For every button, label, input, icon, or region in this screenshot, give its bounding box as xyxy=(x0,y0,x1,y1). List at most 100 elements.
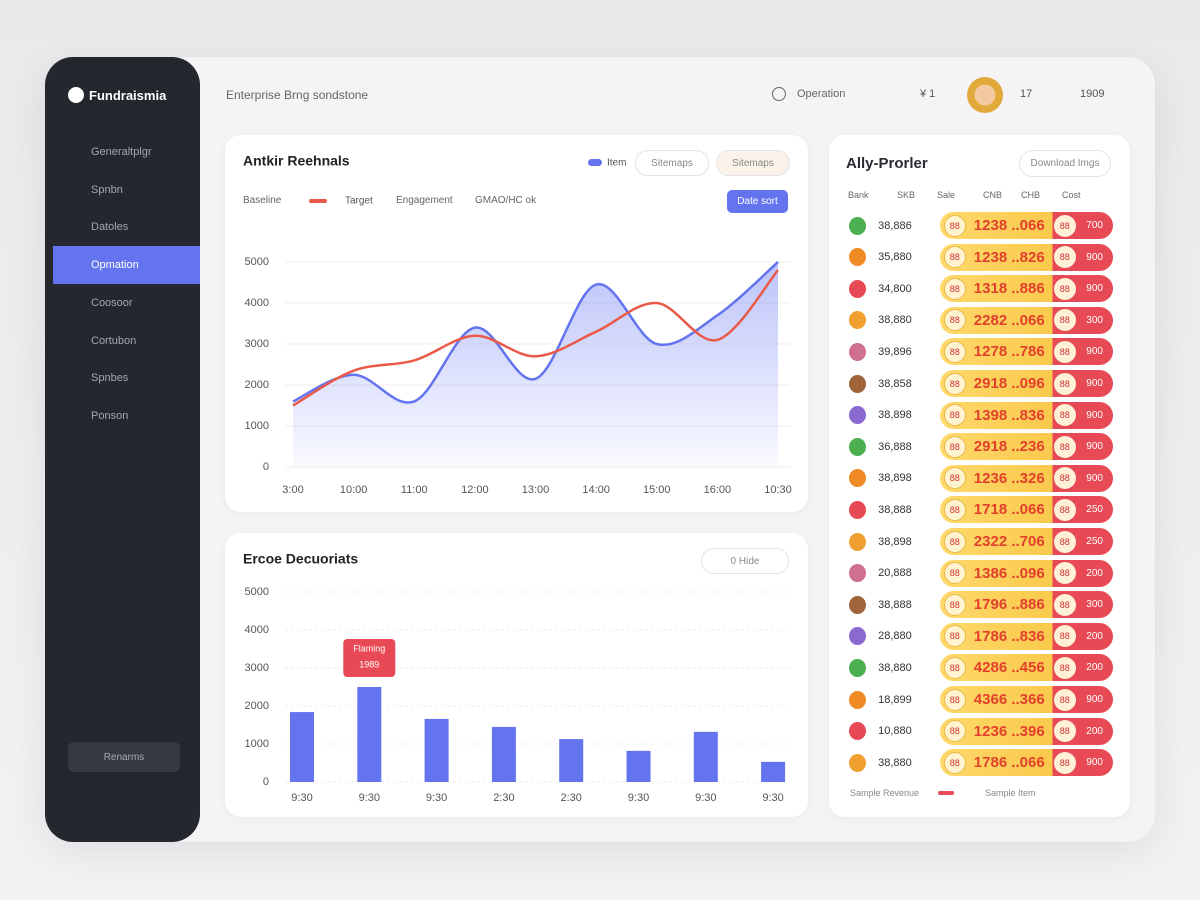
cell: 300 xyxy=(1086,599,1103,611)
pill: 88 1236 ..396 88 200 xyxy=(939,717,1113,745)
stat: 17 xyxy=(1020,88,1033,100)
column-header: CHB xyxy=(1021,190,1041,200)
pill: 88 1236 ..326 88 900 xyxy=(939,464,1113,492)
cell: 38,886 xyxy=(878,219,912,232)
badge: 88 xyxy=(1053,593,1076,616)
cell: 1398 ..836 xyxy=(973,406,1045,424)
cell: 900 xyxy=(1086,378,1103,389)
badge: 88 xyxy=(1053,498,1076,521)
nav-item[interactable]: Ponson xyxy=(91,409,129,422)
nav-item[interactable]: Spnbes xyxy=(91,372,129,385)
row-icon xyxy=(849,500,867,519)
column-header: SKB xyxy=(897,190,916,200)
pill: 88 2918 ..096 88 900 xyxy=(939,370,1113,397)
pill: 88 1238 ..066 88 700 xyxy=(939,212,1113,239)
x-tick-label: 14:00 xyxy=(582,484,610,496)
chart-title: Antkir Reehnals xyxy=(243,153,350,169)
cell: 2282 ..066 xyxy=(973,311,1045,329)
button[interactable]: Date sort xyxy=(727,190,788,213)
cell: 300 xyxy=(1086,314,1103,326)
table-row: 38,886 88 1238 ..066 88 700 xyxy=(845,212,1113,239)
filter: Baseline xyxy=(243,195,282,206)
cell: 38,880 xyxy=(878,314,912,327)
cell: 10,880 xyxy=(878,725,912,738)
row-icon xyxy=(849,311,867,330)
cell: 900 xyxy=(1086,283,1103,295)
badge: 88 xyxy=(943,214,966,237)
filter: GMAO/HC ok xyxy=(475,195,537,206)
badge: 88 xyxy=(1053,688,1076,711)
row-icon xyxy=(849,216,867,235)
y-tick-label: 1000 xyxy=(245,738,269,750)
avatar[interactable] xyxy=(967,77,1003,113)
cell: 900 xyxy=(1086,472,1103,484)
cell: 1786 ..066 xyxy=(973,754,1045,772)
cell: 28,880 xyxy=(878,630,912,643)
search[interactable]: Operation xyxy=(797,88,846,100)
row-icon xyxy=(849,342,867,361)
pill: 88 1238 ..826 88 900 xyxy=(939,243,1113,271)
x-tick-label: 3:00 xyxy=(282,484,303,496)
cell: 18,899 xyxy=(878,693,912,706)
pill-button[interactable]: Sitemaps xyxy=(716,150,790,176)
cell: 1796 ..886 xyxy=(973,596,1045,614)
nav-item[interactable]: Spnbn xyxy=(91,183,123,196)
badge: 88 xyxy=(1053,277,1076,300)
badge: 88 xyxy=(1053,656,1076,679)
cell: 34,800 xyxy=(878,282,912,295)
table-title: Ally-Prorler xyxy=(846,155,928,172)
nav-item[interactable]: Datoles xyxy=(91,221,129,234)
nav-item[interactable]: Generaltplgr xyxy=(91,146,152,158)
badge: 88 xyxy=(943,246,966,269)
table-row: 38,898 88 2322 ..706 88 250 xyxy=(845,528,1113,555)
bar xyxy=(491,726,516,782)
annotation-text: 1989 xyxy=(359,659,379,669)
table-row: 20,888 88 1386 ..096 88 200 xyxy=(845,559,1113,587)
badge: 88 xyxy=(943,309,966,332)
pill: 88 1786 ..836 88 200 xyxy=(939,622,1113,650)
pill-button[interactable]: 0 Hide xyxy=(701,548,789,574)
y-tick-label: 4000 xyxy=(245,624,269,636)
y-tick-label: 0 xyxy=(263,461,269,473)
pill: 88 1318 ..886 88 900 xyxy=(939,275,1113,303)
nav-item[interactable]: Opmation xyxy=(53,246,200,285)
table-row: 18,899 88 4366 ..366 88 900 xyxy=(845,686,1113,713)
badge: 88 xyxy=(943,720,966,743)
cell: 38,880 xyxy=(878,756,912,769)
cell: 900 xyxy=(1086,757,1103,769)
cell: 2918 ..236 xyxy=(973,438,1045,456)
y-tick-label: 5000 xyxy=(245,586,269,598)
bar xyxy=(693,731,718,782)
cell: 900 xyxy=(1086,251,1103,263)
table-row: 38,898 88 1398 ..836 88 900 xyxy=(845,401,1113,429)
pill: 88 1796 ..886 88 300 xyxy=(939,591,1113,619)
cell: 2322 ..706 xyxy=(973,533,1045,550)
x-tick-label: 13:00 xyxy=(522,484,550,496)
cell: 1318 ..886 xyxy=(973,280,1045,298)
badge: 88 xyxy=(943,435,966,458)
pill-button[interactable]: Sitemaps xyxy=(635,150,709,176)
cell: 38,898 xyxy=(878,472,912,485)
search-icon[interactable] xyxy=(772,87,786,101)
x-tick-label: 15:00 xyxy=(643,484,671,496)
sidebar-button[interactable]: Renarms xyxy=(68,742,180,772)
bar xyxy=(290,712,314,782)
badge: 88 xyxy=(943,625,966,648)
cell: 1236 ..396 xyxy=(973,722,1045,740)
x-tick-label: 9:30 xyxy=(628,792,649,804)
legend-swatch xyxy=(938,791,954,795)
cell: 700 xyxy=(1086,220,1103,231)
nav-item[interactable]: Cortubon xyxy=(91,334,137,347)
table-button[interactable]: Download Imgs xyxy=(1019,150,1111,177)
cell: 39,896 xyxy=(878,345,912,358)
x-tick-label: 9:30 xyxy=(359,792,380,804)
legend-swatch xyxy=(588,159,602,166)
line xyxy=(292,261,779,404)
badge: 88 xyxy=(1053,720,1076,743)
cell: 1236 ..326 xyxy=(973,469,1045,487)
badge: 88 xyxy=(943,530,966,553)
nav-item[interactable]: Coosoor xyxy=(91,296,133,309)
table-row: 38,888 88 1796 ..886 88 300 xyxy=(845,591,1113,619)
cell: 1718 ..066 xyxy=(973,501,1045,519)
line xyxy=(292,269,779,407)
